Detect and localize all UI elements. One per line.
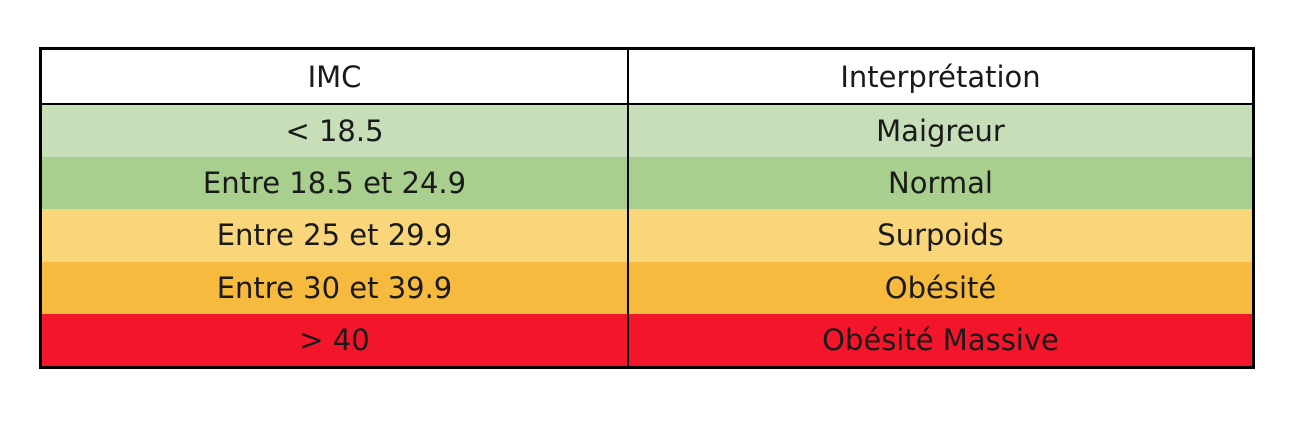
cell-imc-maigreur: < 18.5 [42,105,629,158]
cell-interpretation-obesite: Obésité [629,261,1252,314]
cell-interpretation-normal: Normal [629,157,1252,210]
cell-interpretation-obesite-massive: Obésité Massive [629,313,1252,366]
header-imc: IMC [42,50,629,105]
cell-interpretation-maigreur: Maigreur [629,105,1252,158]
bmi-table: IMC Interprétation < 18.5 Maigreur Entre… [39,47,1255,369]
cell-interpretation-surpoids: Surpoids [629,209,1252,262]
cell-imc-obesite: Entre 30 et 39.9 [42,261,629,314]
cell-imc-surpoids: Entre 25 et 29.9 [42,209,629,262]
cell-imc-normal: Entre 18.5 et 24.9 [42,157,629,210]
cell-imc-obesite-massive: > 40 [42,313,629,366]
header-interpretation: Interprétation [629,50,1252,105]
